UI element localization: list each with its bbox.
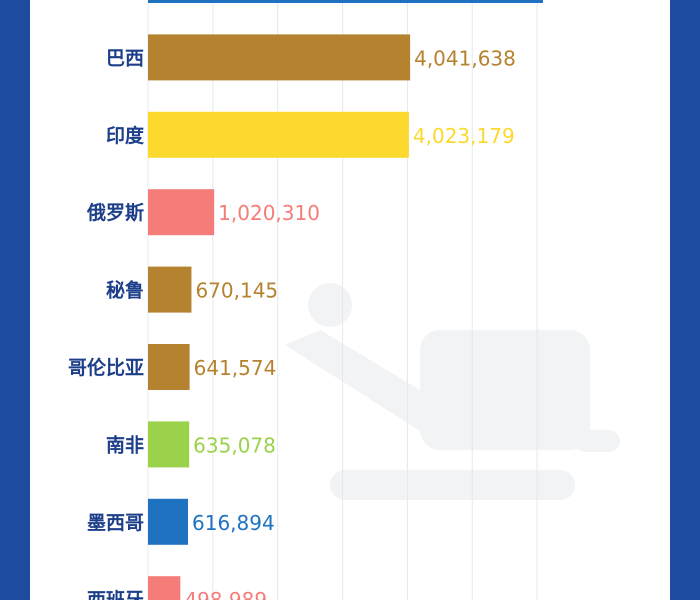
bar [148,421,190,468]
watermark-head [308,283,352,327]
value-label: 670,145 [195,279,278,303]
bar [148,34,411,81]
category-label: 南非 [106,434,144,456]
category-label: 秘鲁 [106,279,144,302]
value-label: 616,894 [192,511,275,535]
value-label: 4,023,179 [413,124,515,148]
bar [148,344,190,390]
bar [148,498,189,545]
category-label: 印度 [106,124,145,147]
bar [148,576,181,600]
category-label: 哥伦比亚 [68,356,144,379]
watermark-base [330,470,575,500]
value-label: 635,078 [193,433,276,457]
category-label: 西班牙 [87,588,144,600]
bar [148,266,192,313]
value-label: 641,574 [194,356,277,380]
category-label: 墨西哥 [87,512,144,534]
value-label: 4,041,638 [414,46,516,70]
watermark-arm [285,330,470,450]
watermark-tail [575,430,620,452]
bar [148,0,543,3]
bar [148,189,215,236]
bar [148,111,409,158]
category-label: 巴西 [106,47,144,69]
value-label: 1,020,310 [218,201,320,225]
value-label: 498,989 [184,588,267,600]
category-label: 俄罗斯 [86,201,144,224]
